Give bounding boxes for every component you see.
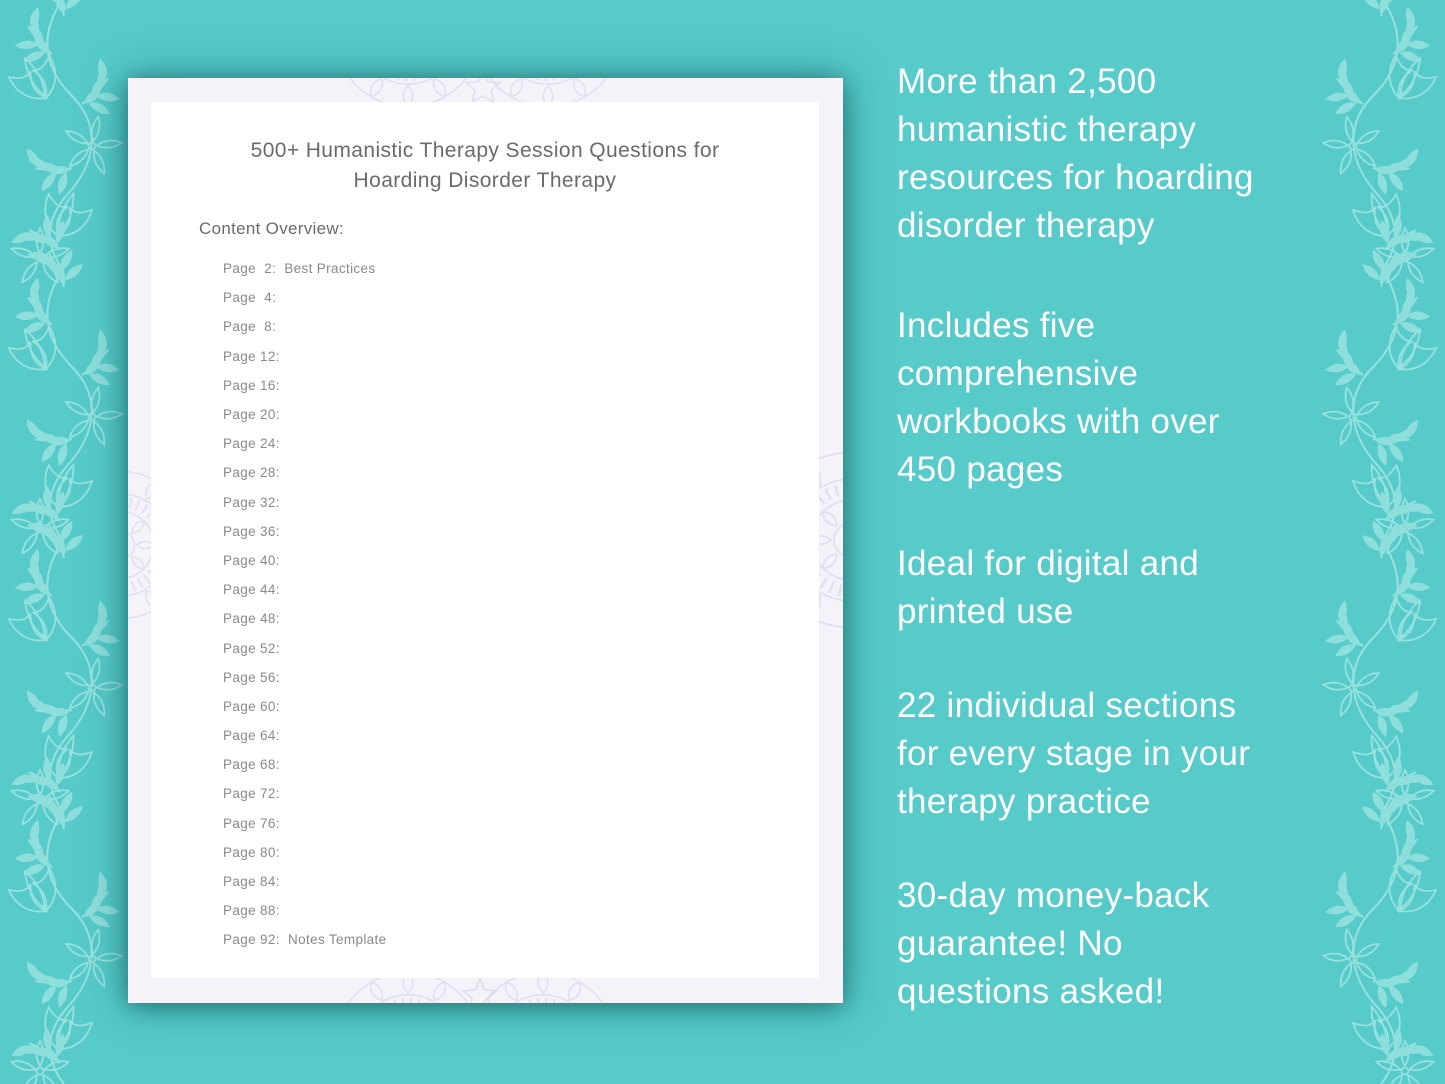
star-watermark-icon bbox=[462, 977, 498, 1003]
toc-entry: Page 20: bbox=[223, 407, 280, 423]
marketing-line: workbooks with over bbox=[897, 402, 1220, 441]
marketing-line: Ideal for digital and bbox=[897, 544, 1200, 583]
toc-list: Page 2: Best Practices Page 4: Page 8: Page… bbox=[223, 254, 819, 955]
content-overview-label: Content Overview: bbox=[199, 219, 344, 238]
toc-entry: Page 48: bbox=[223, 611, 280, 627]
toc-entry: Page 32: bbox=[223, 494, 280, 510]
marketing-column: More than 2,500 humanistic therapy resourc… bbox=[897, 58, 1367, 1062]
marketing-line: resources for hoarding bbox=[897, 158, 1254, 197]
toc-entry: Page 60: bbox=[223, 698, 280, 714]
marketing-line: 30-day money-back bbox=[897, 876, 1210, 915]
toc-entry: Page 44: bbox=[223, 582, 280, 598]
page-title-line: Hoarding Disorder Therapy bbox=[353, 169, 617, 192]
marketing-paragraph: More than 2,500 humanistic therapy resourc… bbox=[897, 58, 1367, 250]
marketing-line: humanistic therapy bbox=[897, 110, 1197, 149]
toc-entry: Page 76: bbox=[223, 815, 280, 831]
toc-entry: Page 88: bbox=[223, 903, 280, 919]
toc-entry: Page 28: bbox=[223, 465, 280, 481]
marketing-line: disorder therapy bbox=[897, 206, 1155, 245]
toc-entry: Page 24: bbox=[223, 436, 280, 452]
marketing-line: 450 pages bbox=[897, 450, 1064, 489]
toc-entry: Page 84: bbox=[223, 874, 280, 890]
marketing-line: printed use bbox=[897, 592, 1074, 631]
toc-entry: Page 40: bbox=[223, 552, 280, 568]
marketing-line: for every stage in your bbox=[897, 734, 1251, 773]
document-page: 500+ Humanistic Therapy Session Question… bbox=[151, 102, 819, 978]
toc-entry: Page 80: bbox=[223, 844, 280, 860]
marketing-line: Includes five bbox=[897, 306, 1096, 345]
marketing-line: therapy practice bbox=[897, 782, 1151, 821]
toc-entry: Page 56: bbox=[223, 669, 280, 685]
page-title: 500+ Humanistic Therapy Session Question… bbox=[201, 136, 769, 196]
page-title-line: 500+ Humanistic Therapy Session Question… bbox=[250, 139, 720, 162]
marketing-line: comprehensive bbox=[897, 354, 1139, 393]
marketing-line: More than 2,500 bbox=[897, 62, 1157, 101]
toc-entry: Page 12: bbox=[223, 348, 280, 364]
marketing-line: 22 individual sections bbox=[897, 686, 1237, 725]
toc-entry: Page 16: bbox=[223, 377, 280, 393]
toc-entry: Page 8: bbox=[223, 319, 277, 335]
document-preview: 500+ Humanistic Therapy Session Question… bbox=[128, 78, 843, 1003]
marketing-paragraph: Ideal for digital and printed use bbox=[897, 540, 1367, 636]
toc-entry: Page 64: bbox=[223, 728, 280, 744]
toc-entry: Page 72: bbox=[223, 786, 280, 802]
toc-entry: Page 2: Best Practices bbox=[223, 261, 376, 277]
marketing-paragraph: 30-day money-back guarantee! No questions … bbox=[897, 872, 1367, 1016]
toc-entry: Page 92: Notes Template bbox=[223, 932, 387, 948]
marketing-line: guarantee! No bbox=[897, 924, 1123, 963]
floral-vine-left-icon bbox=[0, 0, 135, 1084]
toc-entry: Page 4: bbox=[223, 290, 277, 306]
toc-entry: Page 68: bbox=[223, 757, 280, 773]
toc-entry: Page 36: bbox=[223, 523, 280, 539]
marketing-paragraph: 22 individual sections for every stage in… bbox=[897, 682, 1367, 826]
marketing-line: questions asked! bbox=[897, 972, 1165, 1011]
toc-entry: Page 52: bbox=[223, 640, 280, 656]
marketing-paragraph: Includes five comprehensive workbooks with… bbox=[897, 302, 1367, 494]
